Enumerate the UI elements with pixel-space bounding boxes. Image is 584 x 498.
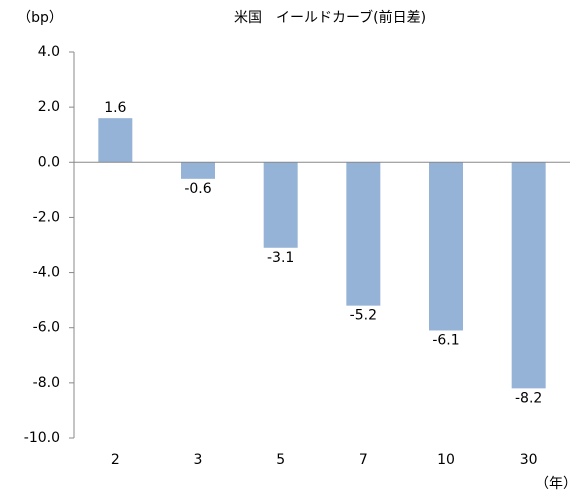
x-axis-label: （年）: [535, 476, 577, 492]
x-tick-label: 10: [437, 452, 455, 468]
bar: [98, 118, 133, 163]
bar: [181, 162, 215, 179]
y-tick-label: 2.0: [38, 99, 60, 115]
bar: [429, 162, 463, 331]
y-tick-label: -4.0: [33, 265, 60, 281]
x-tick-label: 5: [276, 452, 285, 468]
value-label: 1.6: [104, 100, 126, 116]
y-axis-label: （bp）: [17, 10, 63, 26]
value-label: -3.1: [267, 250, 294, 266]
value-label: -0.6: [184, 181, 211, 197]
y-tick-label: 4.0: [38, 44, 60, 60]
x-tick-label: 30: [520, 452, 538, 468]
y-tick-label: -2.0: [33, 209, 60, 225]
value-label: -5.2: [350, 308, 377, 324]
x-tick-label: 7: [359, 452, 368, 468]
x-tick-label: 2: [111, 452, 120, 468]
value-label: -6.1: [432, 332, 459, 348]
y-tick-label: -6.0: [33, 320, 60, 336]
bar: [346, 162, 381, 306]
y-tick-label: 0.0: [38, 154, 60, 170]
x-tick-label: 3: [194, 452, 203, 468]
y-tick-label: -10.0: [24, 430, 60, 446]
chart-title: 米国 イールドカーブ(前日差): [234, 9, 426, 26]
y-tick-label: -8.0: [33, 375, 60, 391]
bar: [511, 162, 546, 389]
value-label: -8.2: [515, 390, 542, 406]
bar: [263, 162, 298, 248]
